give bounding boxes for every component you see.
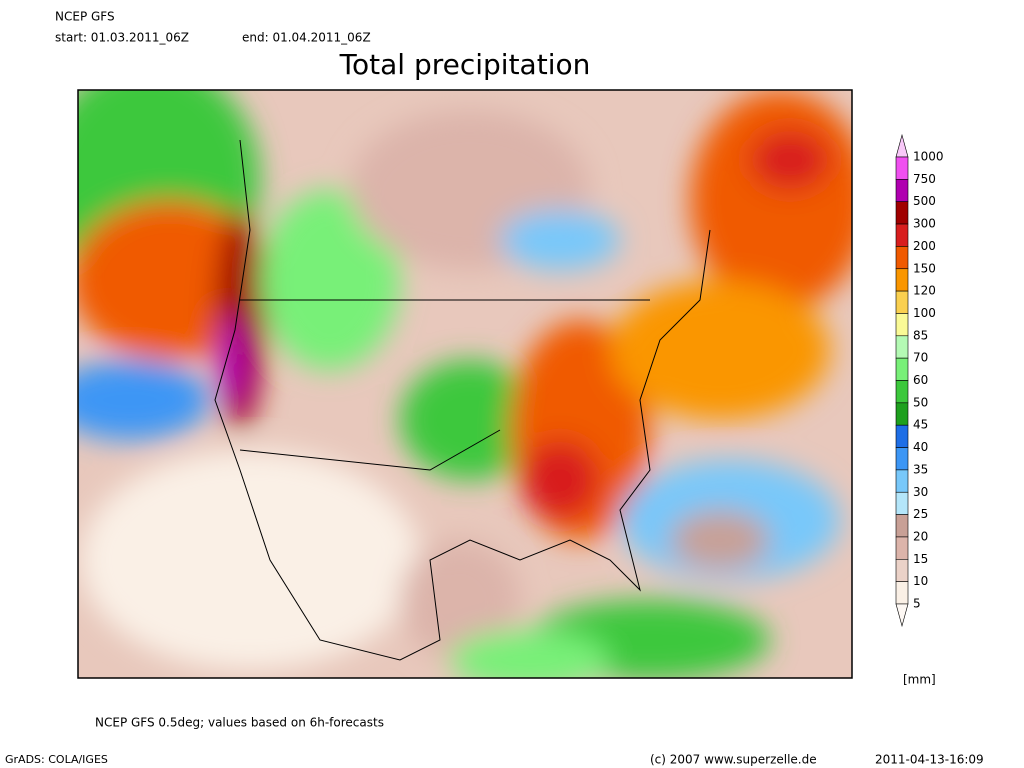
colorbar-label: 150 [913, 261, 936, 275]
colorbar-label: 45 [913, 418, 928, 432]
colorbar-box [895, 268, 909, 292]
footer-note: NCEP GFS 0.5deg; values based on 6h-fore… [95, 716, 384, 730]
colorbar-label: 40 [913, 440, 928, 454]
colorbar-label: 35 [913, 462, 928, 476]
colorbar-box [895, 313, 909, 337]
colorbar-label: 50 [913, 395, 928, 409]
colorbar-box [895, 491, 909, 515]
colorbar-label: 200 [913, 239, 936, 253]
colorbar-box [895, 424, 909, 448]
colorbar-label: 750 [913, 172, 936, 186]
colorbar-label: 20 [913, 529, 928, 543]
map-title: Total precipitation [339, 48, 591, 81]
timestamp: 2011-04-13-16:09 [875, 753, 984, 767]
colorbar-box [895, 536, 909, 560]
colorbar-box [895, 246, 909, 270]
colorbar-box [895, 223, 909, 247]
colorbar-box [895, 179, 909, 203]
colorbar-box [895, 469, 909, 493]
start-time: start: 01.03.2011_06Z [55, 31, 189, 45]
colorbar-triangle [895, 133, 909, 158]
software-credit: GrADS: COLA/IGES [5, 753, 108, 766]
colorbar-label: 10 [913, 574, 928, 588]
colorbar-label: 500 [913, 194, 936, 208]
colorbar-label: 25 [913, 507, 928, 521]
colorbar-label: 1000 [913, 150, 944, 164]
colorbar-label: 60 [913, 373, 928, 387]
colorbar-box [895, 290, 909, 314]
colorbar-label: 100 [913, 306, 936, 320]
colorbar-box [895, 558, 909, 582]
colorbar-box [895, 581, 909, 605]
colorbar-box [895, 402, 909, 426]
colorbar-triangle [895, 603, 909, 628]
colorbar-box [895, 156, 909, 180]
colorbar-label: 70 [913, 351, 928, 365]
colorbar-label: 120 [913, 284, 936, 298]
colorbar-box [895, 380, 909, 404]
colorbar-label: 15 [913, 552, 928, 566]
model-label: NCEP GFS [55, 10, 115, 24]
colorbar-box [895, 357, 909, 381]
colorbar-box [895, 335, 909, 359]
colorbar-label: 300 [913, 217, 936, 231]
colorbar-box [895, 201, 909, 225]
copyright: (c) 2007 www.superzelle.de [650, 753, 817, 767]
colorbar: 1000 750 500 300 200 150 120 100 85 70 60 50 45 40 35 3… [895, 133, 944, 628]
unit-label: [mm] [903, 673, 936, 687]
colorbar-label: 5 [913, 597, 921, 611]
precipitation-map [78, 90, 852, 678]
colorbar-box [895, 447, 909, 471]
colorbar-label: 85 [913, 328, 928, 342]
map-frame [77, 89, 853, 679]
colorbar-box [895, 514, 909, 538]
end-time: end: 01.04.2011_06Z [242, 31, 371, 45]
colorbar-label: 30 [913, 485, 928, 499]
